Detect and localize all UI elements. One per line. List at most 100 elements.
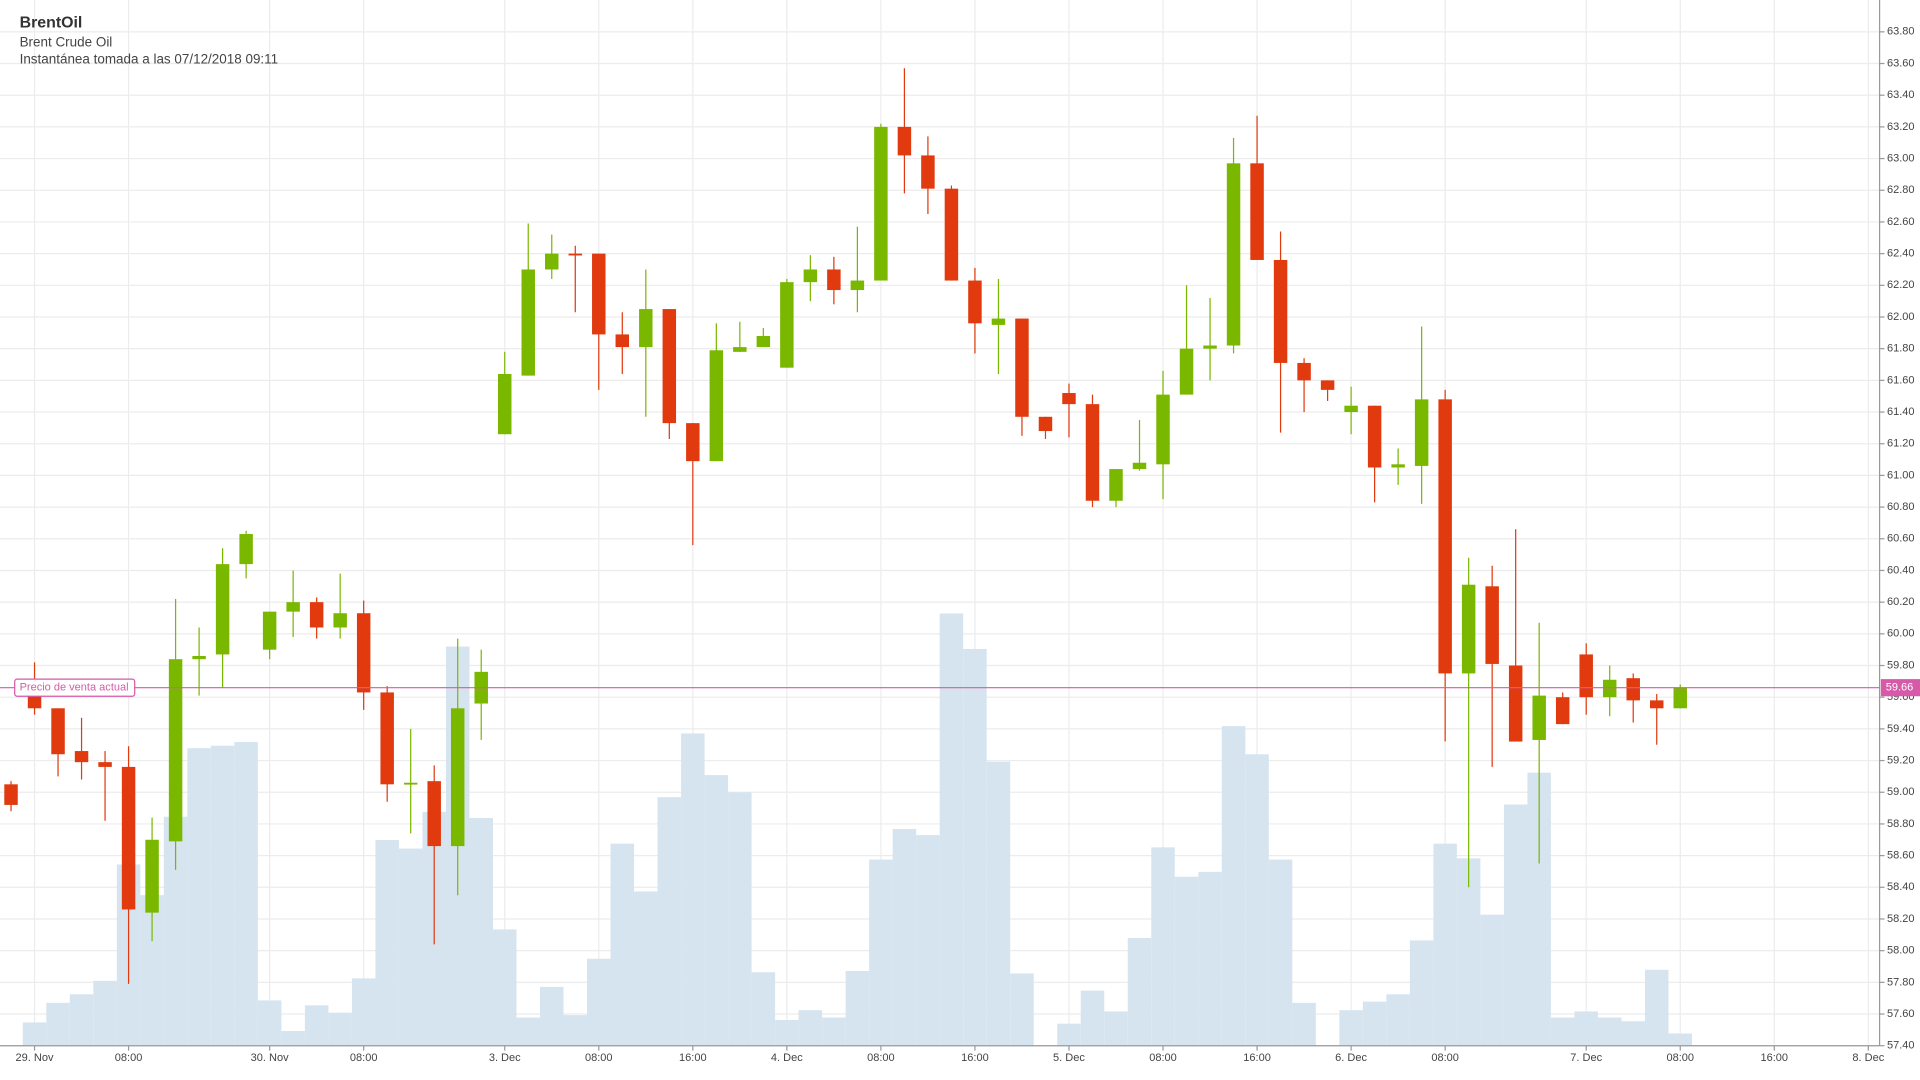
volume-bar: [1409, 940, 1434, 1046]
volume-bar: [1503, 804, 1528, 1046]
x-tick-label: 08:00: [1666, 1052, 1694, 1064]
x-tick-label: 7. Dec: [1570, 1052, 1602, 1064]
candle-body: [780, 282, 794, 368]
volume-bar: [1151, 847, 1175, 1046]
y-tick-label: 61.40: [1887, 406, 1915, 418]
candle-body: [356, 613, 371, 693]
volume-bar: [328, 1012, 352, 1046]
candle-body: [1203, 345, 1217, 349]
y-tick-label: 59.40: [1887, 723, 1915, 735]
volume-bar: [163, 816, 188, 1046]
current-price-value: 59.66: [1886, 682, 1914, 694]
candle-body: [1179, 348, 1194, 395]
candle-body: [850, 280, 865, 291]
candle-body: [756, 336, 771, 348]
y-tick-label: 58.20: [1887, 913, 1915, 925]
candle-body: [1250, 163, 1264, 260]
y-tick-label: 57.60: [1887, 1008, 1915, 1020]
candle-body: [662, 309, 677, 424]
candle-body: [168, 659, 183, 842]
volume-bar: [1574, 1011, 1598, 1046]
y-tick-label: 61.20: [1887, 438, 1915, 450]
x-tick-label: 4. Dec: [771, 1052, 803, 1064]
volume-bar: [587, 958, 611, 1046]
candle-body: [403, 782, 418, 785]
y-tick-label: 60.80: [1887, 501, 1915, 513]
volume-bar: [469, 817, 493, 1046]
x-tick-label: 29. Nov: [16, 1052, 54, 1064]
candle-body: [1109, 469, 1123, 501]
candle-body: [733, 347, 747, 352]
candle-body: [1508, 665, 1523, 742]
candle-layer: [4, 68, 1687, 984]
x-tick-label: 08:00: [1431, 1052, 1459, 1064]
volume-bar: [845, 971, 870, 1046]
volume-bar: [1480, 914, 1504, 1046]
candle-body: [1132, 462, 1147, 470]
volume-bar: [1597, 1017, 1622, 1046]
current-price-tag: [1880, 679, 1920, 697]
candle-body: [1626, 678, 1640, 701]
volume-bar: [751, 972, 776, 1046]
candle-body: [27, 695, 42, 709]
x-tick-label: 16:00: [961, 1052, 989, 1064]
volume-bar: [69, 994, 94, 1046]
volume-bar: [1386, 994, 1410, 1046]
x-tick-label: 8. Dec: [1852, 1052, 1884, 1064]
candle-body: [1226, 163, 1241, 346]
volume-bar: [1292, 1002, 1316, 1046]
y-tick-label: 61.00: [1887, 469, 1915, 481]
candle-body: [1438, 399, 1452, 674]
candle-body: [944, 188, 959, 281]
volume-bar: [1621, 1021, 1645, 1046]
y-tick-label: 59.00: [1887, 786, 1915, 798]
y-tick-label: 63.60: [1887, 57, 1915, 69]
candle-body: [709, 350, 724, 462]
volume-bar: [1080, 990, 1105, 1046]
volume-bar: [1456, 858, 1481, 1046]
candle-body: [1344, 405, 1358, 413]
y-tick-label: 60.40: [1887, 564, 1915, 576]
volume-bar: [281, 1031, 305, 1046]
y-tick-label: 61.80: [1887, 343, 1915, 355]
x-tick-label: 08:00: [867, 1052, 895, 1064]
volume-bar: [657, 797, 682, 1046]
candle-body: [239, 534, 253, 565]
x-tick-label: 08:00: [1149, 1052, 1177, 1064]
volume-bar: [1174, 876, 1199, 1046]
volume-bar: [704, 775, 729, 1046]
candle-body: [121, 766, 136, 910]
candle-body: [1673, 687, 1687, 709]
candle-body: [991, 318, 1006, 325]
volume-bar: [1104, 1011, 1128, 1046]
volume-bar: [892, 828, 917, 1046]
x-tick-label: 08:00: [585, 1052, 613, 1064]
candle-body: [1461, 584, 1476, 674]
candle-body: [450, 708, 465, 847]
candle-body: [262, 611, 277, 650]
volume-bar: [963, 648, 987, 1046]
volume-bar: [304, 1005, 329, 1046]
volume-bar: [1127, 937, 1152, 1046]
volume-bar: [46, 1002, 70, 1046]
candle-body: [615, 334, 630, 348]
volume-bar: [798, 1010, 823, 1046]
volume-bar: [1221, 726, 1246, 1046]
volume-bar: [492, 929, 517, 1046]
candle-body: [1273, 259, 1288, 363]
candle-body: [1485, 586, 1499, 664]
candle-body: [803, 269, 818, 283]
volume-bar: [563, 1015, 588, 1046]
y-tick-label: 60.20: [1887, 596, 1915, 608]
volume-bar: [540, 986, 564, 1046]
x-tick-label: 08:00: [115, 1052, 143, 1064]
volume-bar: [610, 843, 635, 1046]
volume-bar: [257, 1000, 282, 1046]
candle-body: [98, 762, 112, 767]
volume-bar: [1362, 1001, 1387, 1046]
candle-body: [827, 269, 841, 291]
volume-bar: [1433, 843, 1457, 1046]
candle-body: [1156, 394, 1170, 465]
x-tick-label: 16:00: [679, 1052, 707, 1064]
